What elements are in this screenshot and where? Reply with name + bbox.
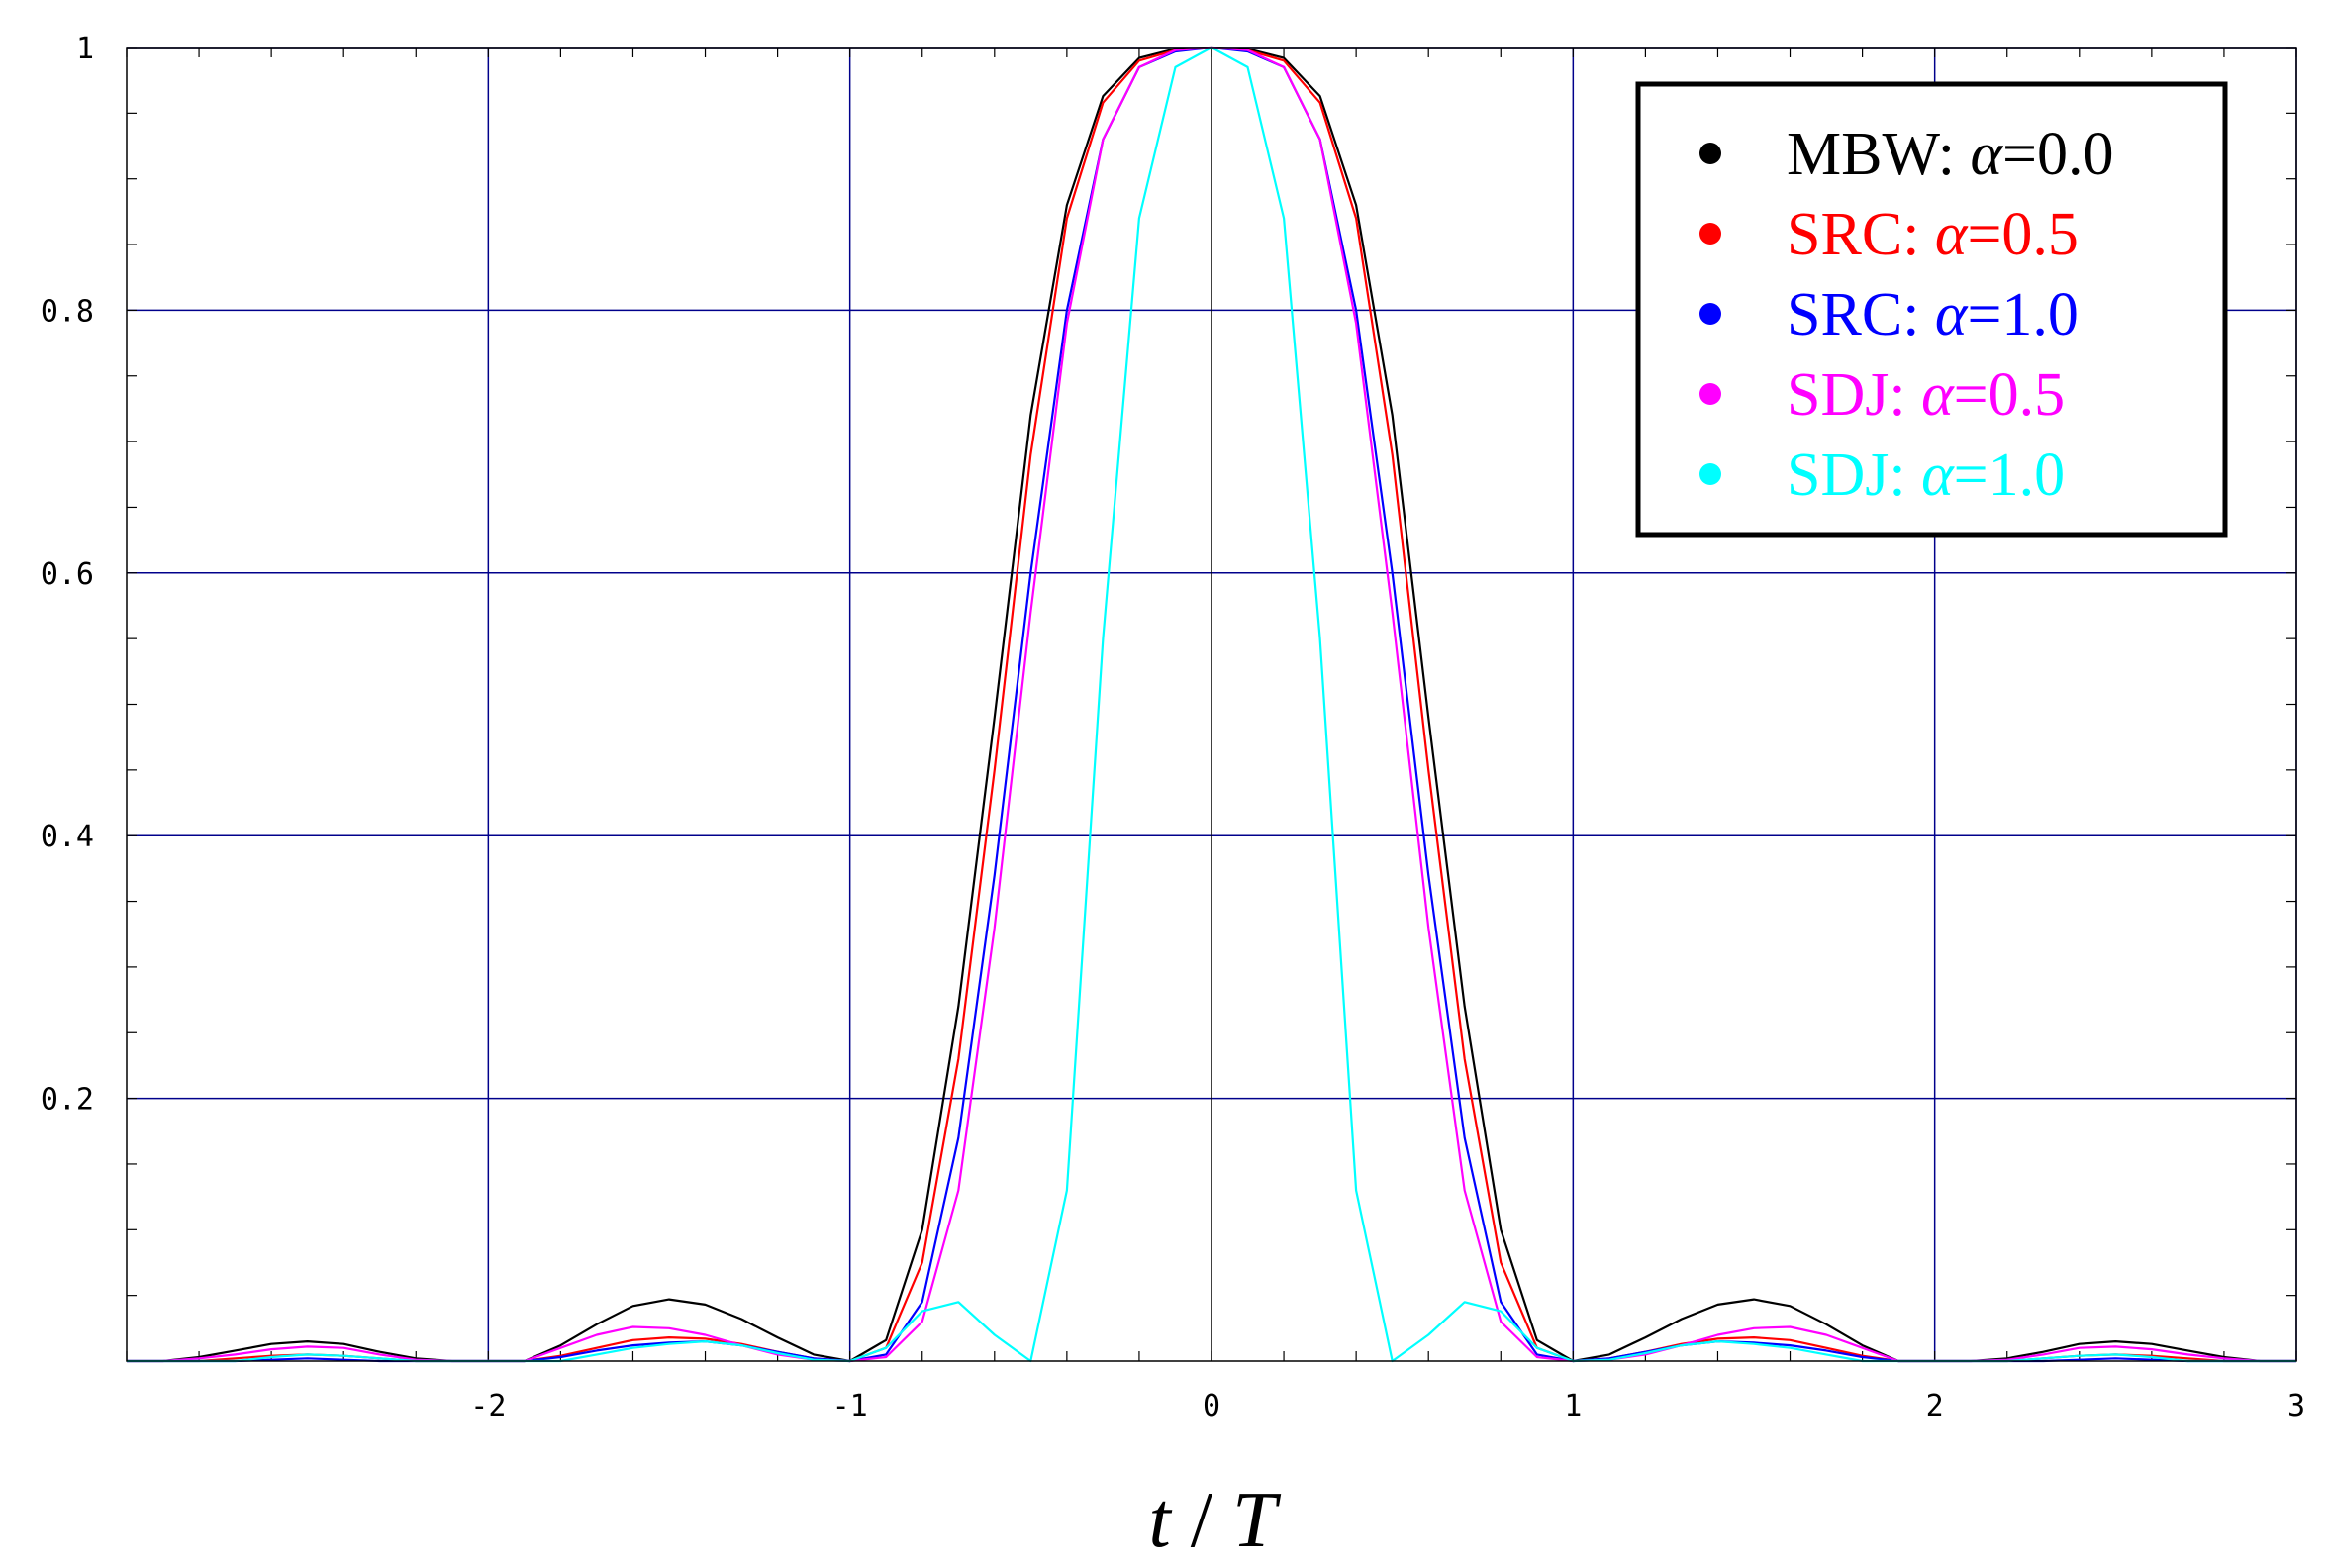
legend-label-prefix: MBW: (1787, 121, 1970, 188)
y-tick-label: 1 (76, 32, 94, 66)
legend-label-value: =1.0 (1954, 441, 2065, 509)
legend-label-alpha: α (1935, 201, 1969, 268)
x-axis-label-T: T (1232, 1477, 1282, 1564)
legend-label: SRC: α=0.5 (1787, 201, 2079, 268)
legend-label: MBW: α=0.0 (1787, 121, 2113, 188)
y-tick-labels: 0.2 0.4 0.6 0.8 1 (41, 32, 94, 1118)
legend-marker (1699, 143, 1721, 164)
legend-label-value: =0.0 (2002, 121, 2113, 188)
y-tick-label: 0.4 (41, 820, 94, 854)
x-tick-label: -1 (832, 1389, 868, 1423)
legend-label-prefix: SDJ: (1787, 361, 1921, 429)
legend-label-value: =0.5 (1967, 201, 2078, 268)
legend-label: SRC: α=1.0 (1787, 281, 2079, 348)
x-tick-labels: -2 -1 0 1 2 3 (470, 1389, 2305, 1423)
x-tick-label: 3 (2287, 1389, 2305, 1423)
x-axis-label-t: t (1149, 1477, 1173, 1564)
plot-frame (126, 47, 2297, 1362)
legend-label-alpha: α (1935, 281, 1969, 348)
y-tick-label: 0.2 (41, 1083, 94, 1118)
legend-marker (1699, 383, 1721, 405)
x-tick-label: 0 (1203, 1389, 1220, 1423)
legend-label-value: =0.5 (1954, 361, 2065, 429)
legend-marker (1699, 223, 1721, 245)
x-tick-label: -2 (470, 1389, 506, 1423)
x-tick-label: 1 (1564, 1389, 1582, 1423)
x-axis-label-slash: / (1171, 1477, 1232, 1564)
legend-label-value: =1.0 (1967, 281, 2078, 348)
legend-box (1635, 81, 2228, 538)
legend-marker (1699, 463, 1721, 485)
legend-marker (1699, 303, 1721, 325)
legend-label: SDJ: α=1.0 (1787, 441, 2065, 509)
legend-label-alpha: α (1921, 361, 1955, 429)
x-tick-label: 2 (1926, 1389, 1944, 1423)
x-axis-label: t / T (1149, 1477, 1282, 1564)
y-tick-label: 0.6 (41, 557, 94, 592)
legend-label-prefix: SRC: (1787, 281, 1935, 348)
legend-label-prefix: SRC: (1787, 201, 1935, 268)
y-tick-label: 0.8 (41, 294, 94, 329)
legend-label-alpha: α (1921, 441, 1955, 509)
legend-label: SDJ: α=0.5 (1787, 361, 2065, 429)
legend-label-prefix: SDJ: (1787, 441, 1921, 509)
legend-label-alpha: α (1970, 121, 2003, 188)
